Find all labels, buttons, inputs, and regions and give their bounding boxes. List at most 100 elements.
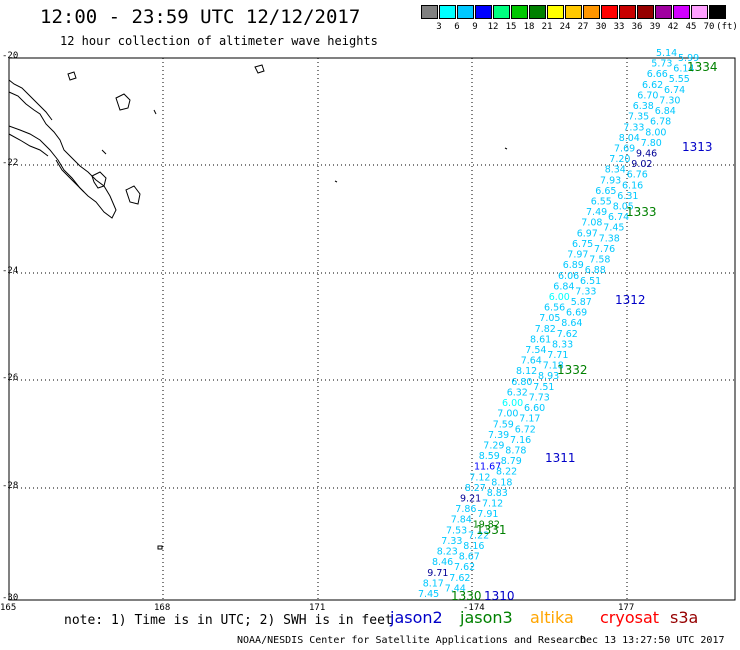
swh-value: 7.45: [603, 223, 624, 234]
scale-swatch: [439, 5, 456, 19]
lon-label: 168: [154, 603, 171, 613]
swh-value: 8.12: [516, 366, 537, 377]
lat-label: -30: [2, 593, 19, 603]
satellite-legend-item: cryosat: [600, 608, 660, 627]
swh-value: 8.18: [491, 477, 512, 488]
swh-value: 7.05: [539, 313, 560, 324]
swh-value: 8.22: [496, 467, 517, 478]
map-subtitle: 12 hour collection of altimeter wave hei…: [60, 34, 378, 48]
scale-swatch: [601, 5, 618, 19]
swh-value: 7.59: [493, 419, 514, 430]
swh-value: 7.97: [567, 250, 588, 261]
lat-label: -22: [2, 158, 19, 168]
swh-value: 7.71: [547, 350, 568, 361]
lat-label: -28: [2, 481, 19, 491]
swh-value: 8.33: [552, 339, 573, 350]
swh-value: 6.51: [580, 276, 601, 287]
swh-value: 6.75: [572, 239, 593, 250]
swh-value: 6.06: [558, 271, 579, 282]
pass-time-label: 1311: [545, 451, 576, 465]
swh-value: 7.33: [575, 286, 596, 297]
satellite-legend-item: altika: [530, 608, 574, 627]
scale-swatch: [565, 5, 582, 19]
swh-value: 8.83: [487, 488, 508, 499]
swh-value: 6.14: [673, 64, 694, 75]
swh-value: 5.99: [678, 53, 699, 64]
scale-swatch: [673, 5, 690, 19]
track-points: 5.14 5.995.73 6.146.66 5.556.62 6.746.70 7.30…: [418, 48, 699, 600]
scale-tick-label: 39: [649, 22, 661, 32]
swh-value: 8.79: [501, 456, 522, 467]
swh-value: 7.22: [468, 530, 489, 541]
swh-value: 7.49: [586, 207, 607, 218]
scale-tick-label: 30: [595, 22, 607, 32]
scale-unit-label: (ft): [716, 22, 738, 32]
legend-note: note: 1) Time is in UTC; 2) SWH is in fe…: [64, 613, 393, 628]
scale-swatch: [583, 5, 600, 19]
scale-tick-label: 33: [613, 22, 625, 32]
swh-value: 9.21: [460, 494, 481, 505]
swh-value: 8.46: [432, 557, 453, 568]
pass-time-label: 1333: [626, 205, 657, 219]
scale-tick-label: 6: [454, 22, 460, 32]
scale-swatch: [457, 5, 474, 19]
footer-credit: NOAA/NESDIS Center for Satellite Applica…: [237, 635, 587, 646]
swh-value: 8.17: [423, 578, 444, 589]
swh-value: 7.62: [454, 562, 475, 573]
swh-value: 7.62: [449, 573, 470, 584]
map-frame: [8, 57, 736, 601]
lon-label: 171: [309, 603, 326, 613]
swh-value: 8.05: [613, 202, 634, 213]
scale-swatch: [421, 5, 438, 19]
scale-swatch: [655, 5, 672, 19]
swh-value: 5.55: [669, 74, 690, 85]
swh-value: 8.61: [530, 334, 551, 345]
scale-tick-label: 15: [505, 22, 517, 32]
swh-value: 8.64: [561, 318, 582, 329]
swh-value: 7.35: [628, 112, 649, 123]
swh-value: 8.78: [505, 446, 526, 457]
scale-tick-label: 70: [703, 22, 715, 32]
lat-label: -26: [2, 373, 19, 383]
swh-value: 6.66: [647, 69, 668, 80]
swh-value: 6.69: [566, 308, 587, 319]
pass-time-labels: 1334 1313 1333 1312 1332 1311 1331 1330 1310: [451, 60, 718, 603]
swh-value: 6.00: [549, 292, 570, 303]
swh-value: 8.27: [465, 483, 486, 494]
swh-value: 8.93: [538, 371, 559, 382]
swh-value: 7.86: [455, 504, 476, 515]
scale-tick-label: 27: [577, 22, 589, 32]
scale-swatch: [529, 5, 546, 19]
swh-value: 6.56: [544, 303, 565, 314]
scale-swatch: [547, 5, 564, 19]
footer-timestamp: Dec 13 13:27:50 UTC 2017: [580, 635, 725, 646]
swh-value: 7.39: [488, 430, 509, 441]
map-title: 12:00 - 23:59 UTC 12/12/2017: [40, 6, 361, 28]
scale-swatch: [493, 5, 510, 19]
swh-value: 9.02: [631, 159, 652, 170]
swh-value: 6.88: [585, 265, 606, 276]
swh-value: 6.89: [563, 260, 584, 271]
swh-value: 7.45: [418, 589, 439, 600]
coastline-new-caledonia: [8, 64, 508, 550]
swh-value: 5.87: [571, 297, 592, 308]
satellite-legend-item: s3a: [670, 608, 699, 627]
swh-value: 7.51: [533, 382, 554, 393]
scale-tick-label: 9: [472, 22, 478, 32]
swh-value: 7.30: [659, 95, 680, 106]
lon-label: 177: [618, 603, 635, 613]
swh-value: 8.16: [463, 541, 484, 552]
swh-value: 5.73: [651, 59, 672, 70]
swh-value: 6.70: [637, 90, 658, 101]
swh-value: 6.74: [608, 212, 629, 223]
scale-swatch: [619, 5, 636, 19]
swh-value: 7.62: [557, 329, 578, 340]
swh-value: 7.44: [445, 583, 466, 594]
swh-value: 7.53: [446, 525, 467, 536]
swh-value: 6.72: [515, 424, 536, 435]
swh-value: 8.67: [459, 552, 480, 563]
swh-value: 6.60: [524, 403, 545, 414]
scale-tick-label: 3: [436, 22, 442, 32]
swh-value: 8.00: [645, 127, 666, 138]
